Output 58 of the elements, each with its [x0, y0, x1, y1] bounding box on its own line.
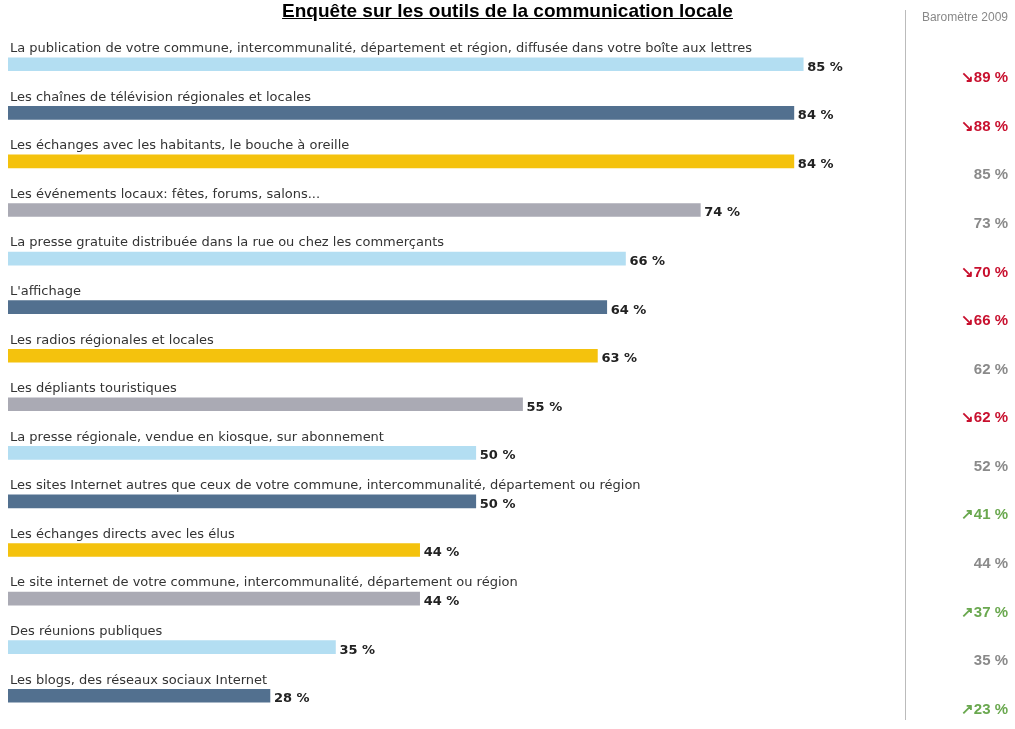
category-label: Le site internet de votre commune, intercommunalité, département ou région [10, 574, 518, 590]
bar [8, 591, 420, 606]
bar [8, 203, 701, 217]
category-label: La publication de votre commune, intercommunalité, département et région, diffusée dans votre boîte aux lettres [10, 40, 753, 56]
bar [8, 251, 626, 266]
data-label: 28 % [273, 690, 310, 706]
data-label: 85 % [807, 58, 843, 74]
bar [8, 397, 523, 412]
bar [8, 154, 795, 169]
text: 73 % [973, 214, 1008, 231]
text: 62 % [973, 359, 1008, 377]
text: 52 % [973, 456, 1008, 474]
category-label: Les dépliants touristiques [10, 380, 177, 396]
data-label: 64 % [610, 301, 647, 317]
category-label: Les sites Internet autres que ceux de votre commune, intercommunalité, département ou région [10, 477, 641, 493]
chart-title: Enquête sur les outils de la communication locale [282, 0, 733, 21]
category-label: Les radios régionales et locales [10, 331, 214, 347]
data-label: 84 % [797, 155, 834, 171]
category-label: L'affichage [10, 283, 81, 299]
category-label: Des réunions publiques [10, 623, 163, 639]
category-label: Les échanges directs avec les élus [10, 525, 235, 541]
category-label: Les événements locaux: fêtes, forums, salons... [10, 185, 321, 201]
bar [8, 494, 477, 509]
text: ↗37 % [960, 602, 1008, 621]
text: 85 % [973, 165, 1008, 183]
data-label: 50 % [479, 447, 516, 463]
bar [8, 57, 804, 72]
bar [8, 446, 477, 460]
text: ↘88 % [960, 116, 1008, 135]
data-label: 44 % [423, 592, 460, 608]
text: 44 % [973, 554, 1008, 571]
data-label: 74 % [704, 204, 740, 220]
bar [8, 543, 420, 557]
category-label: La presse gratuite distribuée dans la rue ou chez les commerçants [10, 234, 445, 250]
category-label: Les blogs, des réseaux sociaux Internet [10, 671, 268, 687]
text: ↗23 % [960, 699, 1008, 718]
data-label: 44 % [423, 544, 460, 560]
data-label: 35 % [339, 641, 376, 657]
data-label: 50 % [479, 495, 516, 511]
category-label: La presse régionale, vendue en kiosque, sur abonnement [10, 428, 384, 444]
data-label: 84 % [797, 107, 834, 123]
text: ↘70 % [960, 262, 1008, 281]
bar [8, 348, 598, 363]
text: ↗41 % [960, 505, 1008, 524]
bar [8, 640, 336, 654]
text: ↘66 % [960, 311, 1008, 330]
text: 35 % [973, 651, 1008, 669]
bar [8, 106, 795, 120]
category-label: Les échanges avec les habitants, le bouche à oreille [10, 137, 350, 153]
bar [8, 688, 271, 703]
bar [8, 300, 608, 314]
text: ↘89 % [960, 68, 1008, 87]
text: Baromètre 2009 [920, 10, 1008, 24]
data-label: 66 % [629, 252, 666, 268]
text: ↘62 % [960, 408, 1008, 427]
data-label: 55 % [526, 398, 563, 414]
category-label: Les chaînes de télévision régionales et locales [10, 88, 312, 104]
data-label: 63 % [601, 350, 638, 366]
